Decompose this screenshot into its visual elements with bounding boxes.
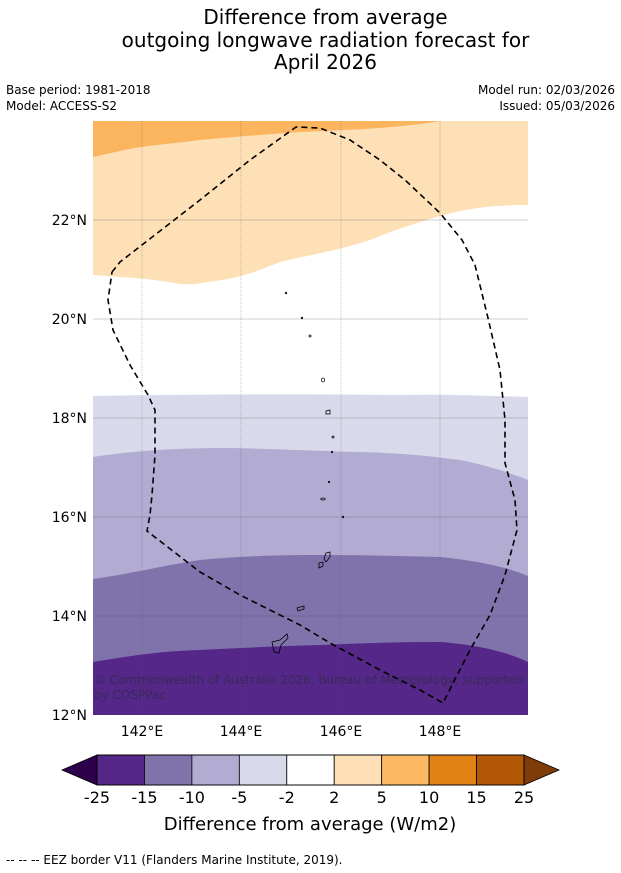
- model-name: Model: ACCESS-S2: [6, 99, 118, 113]
- meta-right: Model run: 02/03/2026 Issued: 05/03/2026: [478, 82, 615, 114]
- chart-title: Difference from average outgoing longwav…: [0, 6, 621, 74]
- colorbar-tick-label: 2: [329, 788, 339, 807]
- colorbar-segment: [286, 754, 335, 786]
- lat-axis: 22°N 20°N 18°N 16°N 14°N 12°N: [52, 213, 87, 724]
- colorbar-tick-label: 5: [377, 788, 387, 807]
- lat-label-18: 18°N: [52, 411, 87, 427]
- island-guguan: [330, 450, 334, 454]
- island-guam: [271, 633, 289, 654]
- colorbar-segment: [428, 754, 477, 786]
- island-farallon-medinilla: [341, 515, 345, 519]
- colorbar-tick-label: -5: [231, 788, 247, 807]
- colorbar-tick-label: -25: [84, 788, 110, 807]
- island-rota: [296, 605, 305, 612]
- lat-label-20: 20°N: [52, 312, 87, 328]
- island-farallon: [284, 291, 288, 295]
- island-agrihan: [320, 377, 325, 383]
- colorbar: -25 -15 -10 -5 -2 2 5 10 15 25 Difference from av…: [60, 754, 561, 835]
- band-orange-dark: [93, 121, 440, 157]
- island-pagan: [325, 409, 331, 415]
- colorbar-segment: [476, 754, 525, 786]
- island-saipan: [323, 551, 331, 563]
- colorbar-tick-label: 25: [514, 788, 534, 807]
- island-alamagan: [331, 435, 335, 439]
- eez-legend: -- -- -- EEZ border V11 (Flanders Marine…: [6, 853, 343, 867]
- base-period: Base period: 1981-2018: [6, 83, 151, 97]
- colorbar-tick-label: -15: [131, 788, 157, 807]
- colorbar-tick-label: -10: [179, 788, 205, 807]
- lon-label-142: 142°E: [121, 724, 164, 740]
- islands: [271, 291, 345, 654]
- colorbar-label: Difference from average (W/m2): [164, 814, 456, 835]
- title-line-3: April 2026: [274, 50, 377, 74]
- lon-axis: 142°E 144°E 146°E 148°E: [121, 724, 462, 740]
- meta-left: Base period: 1981-2018 Model: ACCESS-S2: [6, 82, 151, 114]
- colorbar-segment: [144, 754, 193, 786]
- lon-label-146: 146°E: [320, 724, 363, 740]
- island-tinian: [318, 561, 324, 569]
- copyright-text: © Commonwealth of Australia 2026, Bureau…: [94, 673, 527, 702]
- lat-label-14: 14°N: [52, 609, 87, 625]
- colorbar-tick-label: 10: [419, 788, 439, 807]
- island-anatahan: [320, 497, 326, 501]
- title-line-2: outgoing longwave radiation forecast for: [121, 27, 530, 52]
- colorbar-tick-label: -2: [279, 788, 295, 807]
- colorbar-segment: [333, 754, 383, 786]
- colorbar-segment: [96, 754, 145, 786]
- lon-label-148: 148°E: [419, 724, 462, 740]
- lon-label-144: 144°E: [220, 724, 263, 740]
- eez-border: [107, 126, 518, 705]
- colorbar-tick-label: 15: [466, 788, 486, 807]
- colorbar-under-arrow: [60, 754, 98, 786]
- colorbar-segment: [238, 754, 288, 786]
- map-area: © Commonwealth of Australia 2026, Bureau…: [93, 121, 528, 715]
- issued-date: Issued: 05/03/2026: [499, 99, 615, 113]
- gridlines: [93, 121, 528, 715]
- title-line-1: Difference from average: [203, 5, 448, 29]
- island-asuncion: [308, 334, 312, 338]
- colorbar-segment: [191, 754, 240, 786]
- colorbar-over-arrow: [523, 754, 561, 786]
- band-orange-light: [93, 121, 528, 285]
- colorbar-segment: [381, 754, 430, 786]
- lat-label-12: 12°N: [52, 708, 87, 724]
- band-purple-4: [93, 642, 528, 715]
- model-run: Model run: 02/03/2026: [477, 83, 615, 97]
- island-sarigan: [327, 480, 331, 484]
- lat-label-16: 16°N: [52, 510, 87, 526]
- island-maug: [300, 316, 304, 320]
- lat-label-22: 22°N: [52, 213, 87, 229]
